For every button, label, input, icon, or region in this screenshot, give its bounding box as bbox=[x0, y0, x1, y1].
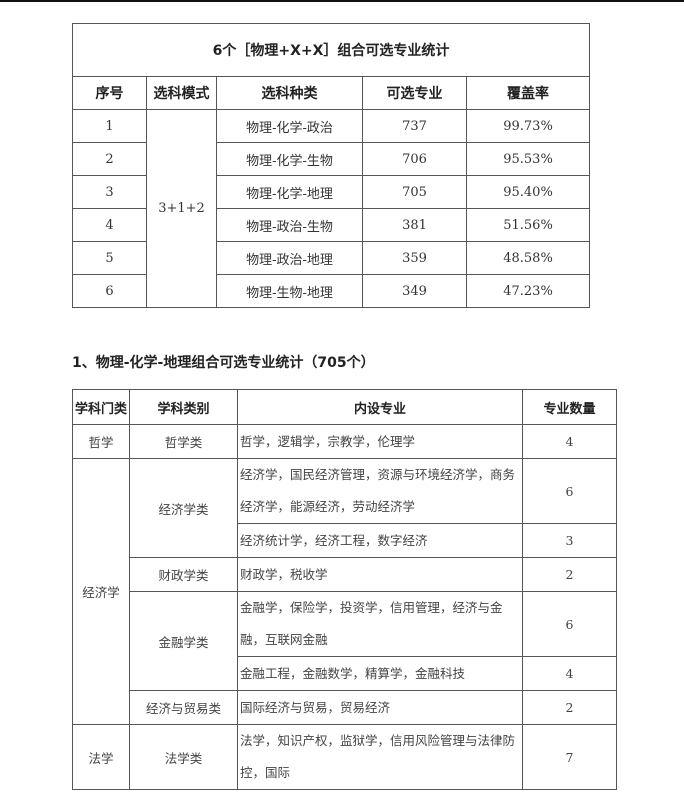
coverage-cell: 48.58% bbox=[465, 241, 591, 275]
combination-cell: 物理-化学-生物 bbox=[216, 142, 363, 176]
majors-cell: 经济学，国民经济管理，资源与环境经济学，商务经济学，能源经济，劳动经济学 bbox=[237, 458, 523, 524]
row-number: 1 bbox=[72, 109, 147, 143]
major-count-cell: 359 bbox=[362, 241, 467, 275]
table-row: 金融工程，金融数学，精算学，金融科技 4 bbox=[73, 656, 617, 691]
coverage-cell: 47.23% bbox=[465, 274, 591, 308]
table-row: 5 物理-政治-地理 359 48.58% bbox=[72, 241, 591, 275]
combination-cell: 物理-政治-地理 bbox=[216, 241, 363, 275]
major-count-cell: 2 bbox=[522, 557, 617, 592]
major-count-cell: 737 bbox=[362, 109, 467, 143]
table-row: 经济学 经济学类 经济学，国民经济管理，资源与环境经济学，商务经济学，能源经济，劳动… bbox=[72, 458, 617, 725]
majors-cell: 法学，知识产权，监狱学，信用风险管理与法律防控，国际 bbox=[237, 724, 523, 790]
discipline-cell: 哲学 bbox=[72, 424, 130, 459]
coverage-cell: 99.73% bbox=[465, 109, 591, 143]
column-header: 覆盖率 bbox=[465, 76, 591, 110]
column-header: 学科门类 bbox=[72, 389, 130, 425]
coverage-cell: 95.40% bbox=[465, 175, 591, 209]
table-row: 6 物理-生物-地理 349 47.23% bbox=[72, 274, 591, 308]
major-count-cell: 381 bbox=[362, 208, 467, 242]
table-row: 3 物理-化学-地理 705 95.40% bbox=[72, 175, 591, 209]
combination-cell: 物理-化学-政治 bbox=[216, 109, 363, 143]
table-row: 经济统计学，经济工程，数字经济 3 bbox=[73, 523, 617, 558]
combination-cell: 物理-化学-地理 bbox=[216, 175, 363, 209]
majors-cell: 哲学，逻辑学，宗教学，伦理学 bbox=[237, 424, 523, 459]
table-title: 6个［物理+X+X］组合可选专业统计 bbox=[71, 23, 591, 77]
discipline-cell: 法学 bbox=[72, 724, 130, 790]
subject-class-cell: 法学类 bbox=[129, 724, 238, 790]
column-header: 序号 bbox=[72, 76, 147, 110]
majors-cell: 国际经济与贸易，贸易经济 bbox=[237, 690, 523, 725]
major-count-cell: 3 bbox=[522, 523, 617, 558]
majors-cell: 经济统计学，经济工程，数字经济 bbox=[237, 523, 523, 558]
majors-cell: 金融工程，金融数学，精算学，金融科技 bbox=[237, 656, 523, 691]
subject-class-cell: 金融学类 bbox=[129, 591, 238, 691]
majors-cell: 财政学，税收学 bbox=[237, 557, 523, 592]
major-count-cell: 2 bbox=[522, 690, 617, 725]
coverage-cell: 95.53% bbox=[465, 142, 591, 176]
subject-class-cell: 财政学类 bbox=[129, 557, 238, 592]
section-heading: 1、物理-化学-地理组合可选专业统计（705个） bbox=[72, 355, 375, 371]
subject-class-cell: 经济学类 bbox=[129, 458, 238, 558]
table-row: 财政学类 财政学，税收学 2 bbox=[73, 557, 617, 592]
table-row: 金融学类 金融学，保险学，投资学，信用管理，经济与金融，互联网金融 6 bbox=[73, 591, 617, 691]
row-number: 2 bbox=[72, 142, 147, 176]
table-row: 经济与贸易类 国际经济与贸易，贸易经济 2 bbox=[73, 690, 617, 725]
major-count-cell: 4 bbox=[522, 656, 617, 691]
subject-class-cell: 经济与贸易类 bbox=[129, 690, 238, 725]
column-header: 选科种类 bbox=[216, 76, 363, 110]
coverage-cell: 51.56% bbox=[465, 208, 591, 242]
combination-cell: 物理-政治-生物 bbox=[216, 208, 363, 242]
table-row: 哲学 哲学类 哲学，逻辑学，宗教学，伦理学 4 bbox=[72, 424, 617, 459]
column-header: 内设专业 bbox=[237, 389, 523, 425]
combination-stats-table: 6个［物理+X+X］组合可选专业统计 序号 选科模式 选科种类 可选专业 覆盖率 1 3+… bbox=[71, 23, 591, 308]
discipline-cell: 经济学 bbox=[72, 458, 130, 725]
major-count-cell: 7 bbox=[522, 724, 617, 790]
major-count-cell: 705 bbox=[362, 175, 467, 209]
major-count-cell: 6 bbox=[522, 458, 617, 524]
table-header-row: 学科门类 学科类别 内设专业 专业数量 bbox=[72, 389, 617, 425]
row-number: 6 bbox=[72, 274, 147, 308]
row-number: 4 bbox=[72, 208, 147, 242]
major-count-cell: 706 bbox=[362, 142, 467, 176]
mode-cell: 3+1+2 bbox=[146, 109, 217, 308]
column-header: 可选专业 bbox=[362, 76, 467, 110]
major-count-cell: 349 bbox=[362, 274, 467, 308]
subject-class-cell: 哲学类 bbox=[129, 424, 238, 459]
major-count-cell: 6 bbox=[522, 591, 617, 657]
row-number: 5 bbox=[72, 241, 147, 275]
column-header: 专业数量 bbox=[522, 389, 617, 425]
row-number: 3 bbox=[72, 175, 147, 209]
major-count-cell: 4 bbox=[522, 424, 617, 459]
majors-table: 学科门类 学科类别 内设专业 专业数量 哲学 哲学类 哲学，逻辑学，宗教学，伦理学 4 经济学… bbox=[72, 389, 617, 790]
table-header-row: 序号 选科模式 选科种类 可选专业 覆盖率 bbox=[72, 76, 591, 110]
combination-cell: 物理-生物-地理 bbox=[216, 274, 363, 308]
top-edge-bar bbox=[0, 0, 684, 2]
column-header: 学科类别 bbox=[129, 389, 238, 425]
table-row: 4 物理-政治-生物 381 51.56% bbox=[72, 208, 591, 242]
table-row: 1 3+1+2 物理-化学-政治 737 99.73% bbox=[72, 109, 591, 308]
column-header: 选科模式 bbox=[146, 76, 217, 110]
majors-cell: 金融学，保险学，投资学，信用管理，经济与金融，互联网金融 bbox=[237, 591, 523, 657]
table-row: 法学 法学类 法学，知识产权，监狱学，信用风险管理与法律防控，国际 7 bbox=[72, 724, 617, 790]
